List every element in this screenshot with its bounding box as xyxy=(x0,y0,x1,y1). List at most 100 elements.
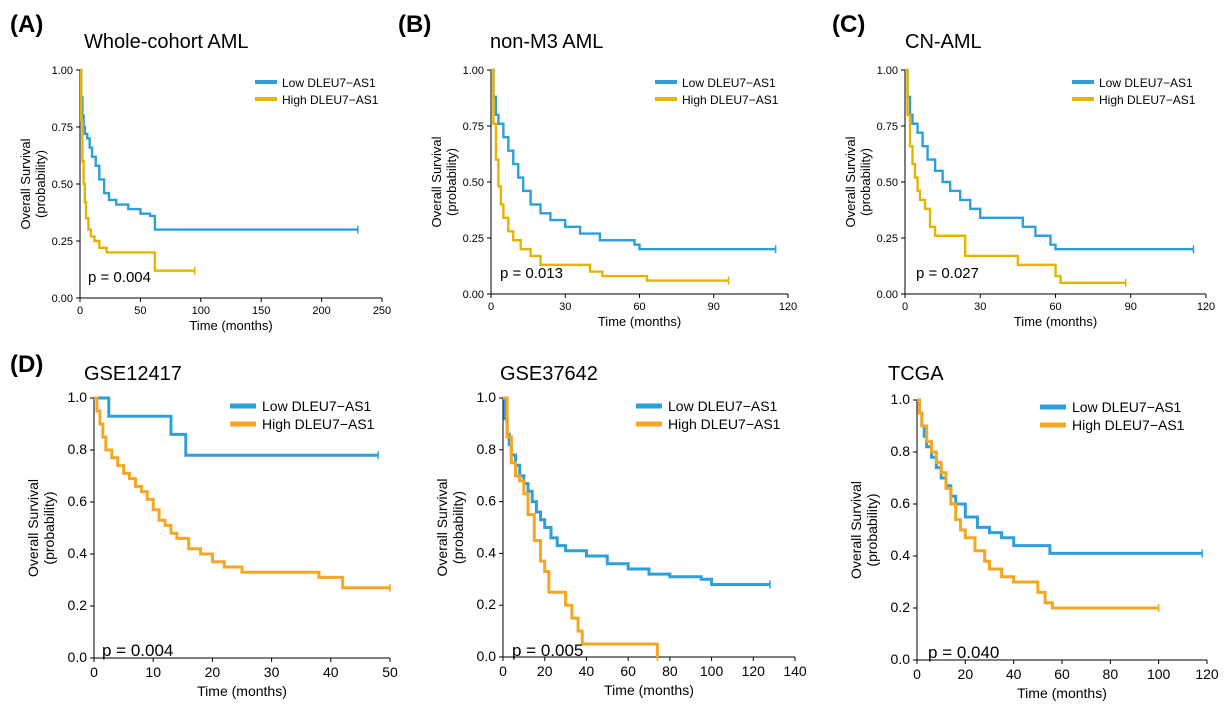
p-value-annotation: p = 0.004 xyxy=(88,269,151,286)
x-tick-label: 100 xyxy=(192,305,210,317)
y-tick-label: 1.00 xyxy=(52,65,73,77)
chart-panel-4: (D) GSE12417 0.0 0.2 0.4 0.6 0.8 1.0 0 10 20 30 40 50… xyxy=(10,351,398,699)
y-axis-label-line-2: (probability) xyxy=(444,148,459,216)
km-curve-high xyxy=(905,68,1126,284)
y-axis-label: Overall Survival(probability) xyxy=(434,478,466,576)
legend-label-high: High DLEU7−AS1 xyxy=(668,416,781,432)
y-axis-label-line-2: (probability) xyxy=(450,491,466,564)
x-axis-label: Time (months) xyxy=(1017,685,1107,701)
y-axis-label: Overall Survival(probability) xyxy=(429,136,459,227)
x-tick-label: 20 xyxy=(205,664,221,680)
legend-label-low: Low DLEU7−AS1 xyxy=(682,76,776,90)
x-tick-label: 80 xyxy=(662,663,678,679)
chart-title: GSE37642 xyxy=(500,363,598,385)
y-tick-label: 0.8 xyxy=(891,443,911,459)
y-axis-label-line-2: (probability) xyxy=(864,493,880,566)
x-tick-label: 60 xyxy=(1049,301,1061,313)
y-tick-label: 0.75 xyxy=(52,122,73,134)
x-tick-label: 30 xyxy=(559,301,571,313)
x-tick-label: 40 xyxy=(323,664,339,680)
y-axis-label-line-2: (probability) xyxy=(41,491,57,564)
y-tick-label: 0.6 xyxy=(68,493,88,509)
y-axis-label-line-1: Overall Survival xyxy=(848,481,864,579)
x-tick-label: 40 xyxy=(579,663,595,679)
y-tick-label: 1.00 xyxy=(463,65,484,77)
y-tick-label: 0.25 xyxy=(463,233,484,245)
chart-panel-5: GSE37642 0.0 0.2 0.4 0.6 0.8 1.0 0 20 40 60 80 100 12… xyxy=(434,363,807,698)
y-tick-label: 0.25 xyxy=(877,233,898,245)
km-curve-high xyxy=(491,68,729,282)
y-tick-label: 1.0 xyxy=(477,389,497,405)
km-curve-low xyxy=(905,68,1194,251)
chart-panel-6: TCGA 0.0 0.2 0.4 0.6 0.8 1.0 0 20 40 60 80 100 120 Tim… xyxy=(848,363,1219,701)
y-axis-label-line-2: (probability) xyxy=(33,150,48,218)
legend-label-high: High DLEU7−AS1 xyxy=(282,93,379,107)
y-axis-label-line-1: Overall Survival xyxy=(18,138,33,229)
km-curve-low xyxy=(917,398,1203,555)
p-value-annotation: p = 0.013 xyxy=(500,265,563,282)
x-tick-label: 150 xyxy=(252,305,270,317)
y-tick-label: 0.2 xyxy=(477,596,497,612)
y-tick-label: 0.6 xyxy=(477,493,497,509)
y-axis-label-line-1: Overall Survival xyxy=(434,478,450,576)
x-tick-label: 120 xyxy=(779,301,797,313)
y-tick-label: 0.4 xyxy=(68,545,88,561)
x-axis-label: Time (months) xyxy=(197,683,287,699)
y-tick-label: 0.00 xyxy=(52,293,73,305)
x-tick-label: 100 xyxy=(1147,666,1171,682)
x-axis-label: Time (months) xyxy=(598,314,681,329)
x-tick-label: 120 xyxy=(1195,666,1219,682)
x-tick-label: 50 xyxy=(382,664,398,680)
x-tick-label: 100 xyxy=(700,663,724,679)
y-tick-label: 0.0 xyxy=(68,649,88,665)
y-tick-label: 1.00 xyxy=(877,65,898,77)
km-curve-high xyxy=(80,68,195,272)
chart-panel-3: (C) CN-AML 0.00 0.25 0.50 0.75 1.00 0 30 60 90 120 T… xyxy=(832,11,1215,329)
km-curve-low xyxy=(80,68,358,231)
y-axis-label-line-1: Overall Survival xyxy=(429,136,444,227)
x-tick-label: 250 xyxy=(373,305,391,317)
x-tick-label: 90 xyxy=(708,301,720,313)
x-tick-label: 10 xyxy=(145,664,161,680)
legend-label-low: Low DLEU7−AS1 xyxy=(1072,399,1182,415)
p-value-annotation: p = 0.040 xyxy=(928,643,999,662)
x-tick-label: 140 xyxy=(783,663,807,679)
x-tick-label: 30 xyxy=(974,301,986,313)
y-tick-label: 1.0 xyxy=(891,391,911,407)
y-tick-label: 0.25 xyxy=(52,236,73,248)
panel-label: (D) xyxy=(10,351,43,378)
legend-label-high: High DLEU7−AS1 xyxy=(1099,93,1196,107)
legend-label-high: High DLEU7−AS1 xyxy=(682,93,779,107)
y-axis-label: Overall Survival(probability) xyxy=(25,479,57,577)
chart-title: TCGA xyxy=(888,363,944,385)
y-tick-label: 0.8 xyxy=(68,441,88,457)
chart-title: GSE12417 xyxy=(84,363,182,385)
legend-label-low: Low DLEU7−AS1 xyxy=(668,398,778,414)
x-tick-label: 0 xyxy=(488,301,494,313)
x-tick-label: 60 xyxy=(633,301,645,313)
y-axis-label: Overall Survival(probability) xyxy=(843,136,873,227)
x-tick-label: 80 xyxy=(1103,666,1119,682)
x-tick-label: 40 xyxy=(1006,666,1022,682)
km-curve-high xyxy=(503,396,659,657)
y-axis-label: Overall Survival(probability) xyxy=(848,481,880,579)
y-tick-label: 0.8 xyxy=(477,441,497,457)
y-tick-label: 0.50 xyxy=(463,177,484,189)
y-tick-label: 1.0 xyxy=(68,389,88,405)
y-axis-label-line-1: Overall Survival xyxy=(25,479,41,577)
y-tick-label: 0.75 xyxy=(877,121,898,133)
x-tick-label: 120 xyxy=(1197,301,1215,313)
x-tick-label: 0 xyxy=(77,305,83,317)
p-value-annotation: p = 0.004 xyxy=(102,641,173,660)
y-axis-label: Overall Survival(probability) xyxy=(18,138,48,229)
x-tick-label: 0 xyxy=(913,666,921,682)
x-tick-label: 60 xyxy=(1054,666,1070,682)
x-tick-label: 0 xyxy=(90,664,98,680)
y-axis-label-line-1: Overall Survival xyxy=(843,136,858,227)
x-tick-label: 200 xyxy=(312,305,330,317)
y-tick-label: 0.0 xyxy=(477,648,497,664)
chart-title: non-M3 AML xyxy=(490,31,603,53)
km-curve-high xyxy=(917,398,1159,610)
chart-title: CN-AML xyxy=(905,31,982,53)
panel-label: (C) xyxy=(832,11,865,38)
